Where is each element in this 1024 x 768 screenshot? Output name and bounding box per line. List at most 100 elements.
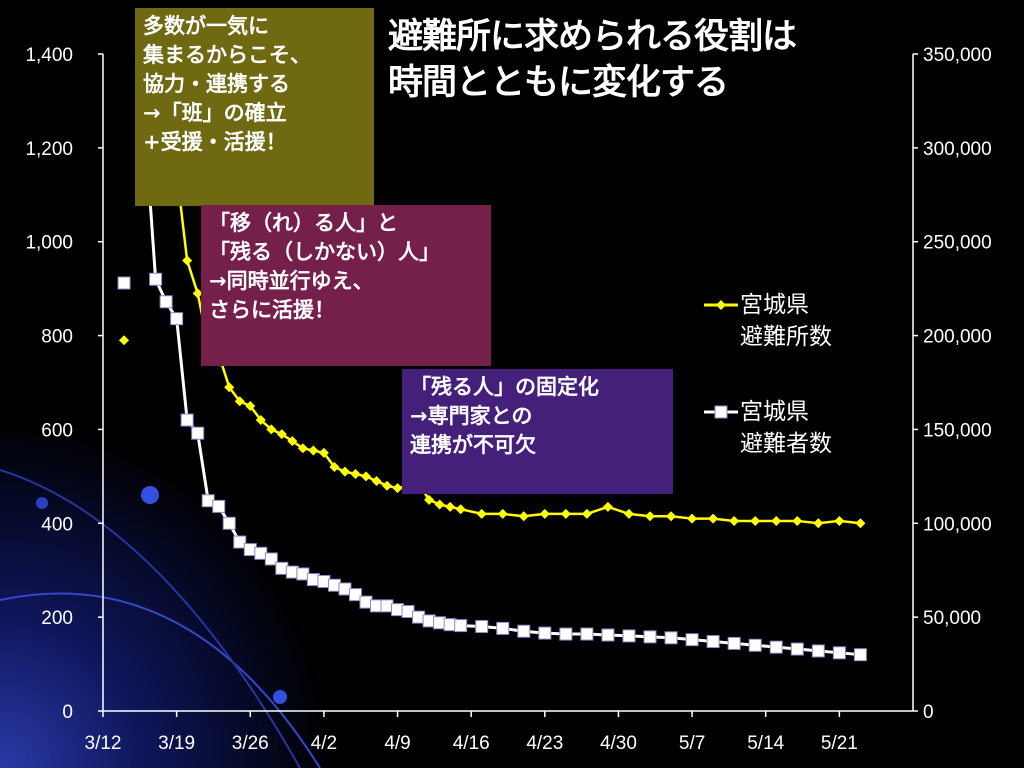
decor-dot <box>273 690 287 704</box>
x-tick-label: 5/21 <box>821 733 858 754</box>
data-point-evacuees <box>769 640 783 654</box>
decor-arc <box>0 469 301 768</box>
decor-dot <box>141 486 159 504</box>
data-point-evacuees <box>222 516 236 530</box>
x-tick-label: 4/16 <box>453 733 490 754</box>
y-left-tick-label: 1,200 <box>25 139 73 160</box>
data-point-shelters <box>666 511 677 522</box>
chart-axes <box>98 53 918 717</box>
legend-label: 宮城県 避難者数 <box>740 399 832 457</box>
data-point-shelters <box>360 471 371 482</box>
y-right-tick-label: 0 <box>923 702 934 723</box>
data-point-shelters <box>581 508 592 519</box>
data-point-shelters <box>245 400 256 411</box>
page-title: 避難所に求められる役割は 時間とともに変化する <box>388 17 797 103</box>
annotation-middle-phase: 「移（れ）る人」と 「残る（しかない）人」 →同時並行ゆえ、 さらに活援！ <box>201 205 491 366</box>
x-tick-label: 3/26 <box>232 733 269 754</box>
data-point-evacuees <box>601 628 615 642</box>
y-right-tick-label: 50,000 <box>923 608 981 629</box>
data-point-evacuees <box>643 630 657 644</box>
data-point-shelters <box>287 436 298 447</box>
data-point-shelters <box>297 443 308 454</box>
data-point-evacuees <box>685 633 699 647</box>
data-point-shelters <box>308 445 319 456</box>
y-left-tick-label: 1,000 <box>25 233 73 254</box>
data-point-evacuees <box>117 276 131 290</box>
legend-symbol-diamond-icon <box>704 300 738 310</box>
y-right-tick-label: 250,000 <box>923 233 992 254</box>
data-point-shelters <box>224 382 235 393</box>
data-point-shelters <box>623 508 634 519</box>
data-point-shelters <box>339 466 350 477</box>
data-point-evacuees <box>706 635 720 649</box>
y-left-tick-label: 600 <box>41 420 73 441</box>
data-point-shelters <box>424 494 435 505</box>
data-point-shelters <box>518 511 529 522</box>
y-right-tick-label: 150,000 <box>923 420 992 441</box>
data-point-shelters <box>750 515 761 526</box>
data-point-evacuees <box>475 620 489 634</box>
data-point-shelters <box>276 429 287 440</box>
data-point-shelters <box>455 504 466 515</box>
y-left-tick-label: 0 <box>62 702 73 723</box>
data-point-shelters <box>382 480 393 491</box>
data-point-shelters <box>329 461 340 472</box>
data-point-shelters <box>497 508 508 519</box>
data-point-evacuees <box>159 295 173 309</box>
x-tick-label: 5/7 <box>679 733 705 754</box>
data-point-evacuees <box>170 312 184 326</box>
data-point-shelters <box>834 515 845 526</box>
data-point-evacuees <box>496 621 510 635</box>
y-left-tick-label: 200 <box>41 608 73 629</box>
y-right-tick-label: 100,000 <box>923 514 992 535</box>
data-point-shelters <box>539 508 550 519</box>
legend-symbol-square-icon <box>704 405 738 419</box>
data-point-shelters <box>855 518 866 529</box>
data-point-shelters <box>729 515 740 526</box>
data-point-shelters <box>792 515 803 526</box>
data-point-shelters <box>445 501 456 512</box>
annotation-late-phase: 「残る人」の固定化 →専門家との 連携が不可欠 <box>402 369 673 494</box>
data-point-shelters <box>476 508 487 519</box>
x-tick-label: 3/12 <box>85 733 122 754</box>
data-point-evacuees <box>538 626 552 640</box>
data-point-shelters <box>813 518 824 529</box>
x-tick-label: 5/14 <box>747 733 784 754</box>
decor-arc <box>0 592 321 768</box>
data-point-evacuees <box>180 413 194 427</box>
data-point-evacuees <box>622 629 636 643</box>
data-point-evacuees <box>454 619 468 633</box>
data-point-shelters <box>182 255 193 266</box>
data-point-shelters <box>602 501 613 512</box>
y-right-tick-label: 200,000 <box>923 327 992 348</box>
y-right-tick-label: 300,000 <box>923 139 992 160</box>
chart-ticks: 0 200 400 600 800 1,000 1,200 1,400 0 50,000 100,0… <box>25 45 991 754</box>
data-point-shelters <box>434 499 445 510</box>
data-point-shelters <box>771 515 782 526</box>
y-left-tick-label: 400 <box>41 514 73 535</box>
legend-label: 宮城県 避難所数 <box>740 292 832 350</box>
data-point-evacuees <box>348 588 362 602</box>
data-point-evacuees <box>191 426 205 440</box>
x-tick-label: 4/23 <box>526 733 563 754</box>
decor-dot <box>36 497 48 509</box>
data-point-shelters <box>708 513 719 524</box>
x-tick-label: 4/9 <box>384 733 410 754</box>
data-point-evacuees <box>233 535 247 549</box>
data-point-evacuees <box>748 638 762 652</box>
y-left-tick-label: 1,400 <box>25 45 73 66</box>
data-point-shelters <box>266 424 277 435</box>
data-point-shelters <box>318 447 329 458</box>
data-point-shelters <box>687 513 698 524</box>
x-tick-label: 4/30 <box>600 733 637 754</box>
data-point-shelters <box>119 335 130 346</box>
data-point-evacuees <box>559 627 573 641</box>
data-point-evacuees <box>727 636 741 650</box>
data-point-evacuees <box>212 499 226 513</box>
annotation-early-phase: 多数が一気に 集まるからこそ、 協力・連携する →「班」の確立 +受援・活援！ <box>135 8 374 206</box>
x-tick-label: 4/2 <box>311 733 337 754</box>
data-point-evacuees <box>580 627 594 641</box>
data-point-shelters <box>560 508 571 519</box>
